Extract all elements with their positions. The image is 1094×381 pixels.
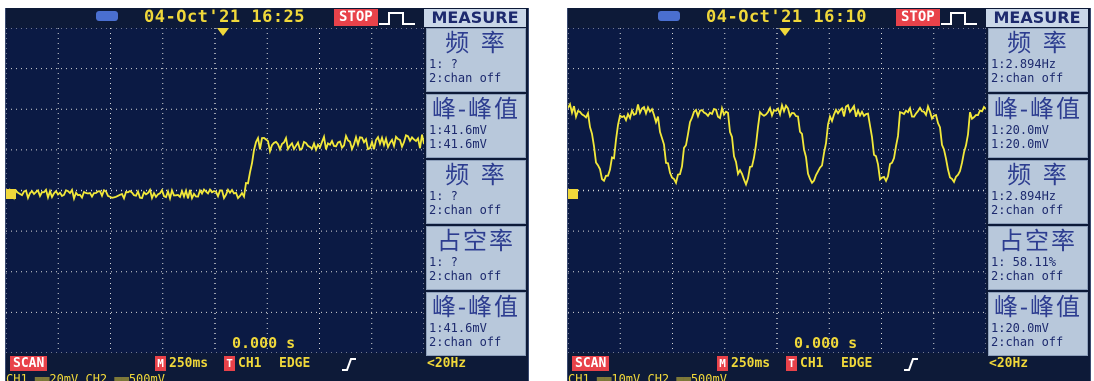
time-offset-readout: 0.000 s (794, 334, 858, 352)
panel-value: 1:20.0mV (991, 123, 1049, 137)
measure-panel-duty-cycle[interactable]: 占空率 1: 58.11% 2:chan off (988, 226, 1088, 290)
trigger-t-icon: T (786, 356, 797, 371)
waveform-screen (568, 28, 986, 353)
panel-title: 频 率 (445, 161, 507, 189)
panel-value: 1:2.894Hz (991, 57, 1057, 71)
measure-panel-peak-to-peak-1[interactable]: 峰-峰值 1:20.0mV 1:20.0mV (988, 94, 1088, 158)
trigger-pulse-icon (941, 12, 977, 25)
panel-value: 2:chan off (991, 71, 1064, 85)
panel-value: 2:chan off (991, 203, 1064, 217)
trigger-pulse-icon (379, 12, 415, 25)
panel-value: 1:2.894Hz (991, 189, 1057, 203)
channel1-ground-marker (6, 189, 16, 199)
channel-scale-readout: CH1 ══10mV CH2 ══500mV (568, 373, 727, 381)
scope-footer: SCAN M 250ms T CH1 EDGE <20Hz (568, 355, 1090, 373)
panel-value: 1:20.0mV (991, 137, 1049, 151)
panel-title: 峰-峰值 (993, 95, 1083, 123)
scope-header: 04-Oct'21 16:25 STOP MEASURE (6, 8, 528, 28)
channel-scale-readout: CH1 ══20mV CH2 ══500mV (6, 373, 165, 381)
timebase-value[interactable]: 250ms (731, 356, 771, 371)
scan-mode-badge[interactable]: SCAN (10, 356, 48, 371)
datetime: 04-Oct'21 16:10 (706, 8, 868, 27)
bandwidth-filter[interactable]: <20Hz (427, 356, 467, 371)
stop-status-badge[interactable]: STOP (896, 9, 940, 26)
trigger-position-marker (779, 28, 791, 36)
oscilloscope-left: 04-Oct'21 16:25 STOP MEASURE 频 率 1: ? 2:… (5, 8, 529, 381)
panel-value: 2:chan off (429, 203, 502, 217)
panel-title: 占空率 (999, 227, 1077, 255)
channel1-ground-marker (568, 189, 578, 199)
trigger-source[interactable]: CH1 (800, 356, 824, 371)
measure-panel-frequency-1[interactable]: 频 率 1:2.894Hz 2:chan off (988, 28, 1088, 92)
panel-value: 2:chan off (429, 335, 502, 349)
oscilloscope-right: 04-Oct'21 16:10 STOP MEASURE 频 率 1:2.894… (567, 8, 1091, 381)
panel-value: 2:chan off (429, 71, 502, 85)
panel-title: 频 率 (1007, 29, 1069, 57)
time-offset-readout: 0.000 s (232, 334, 296, 352)
scope-footer: SCAN M 250ms T CH1 EDGE <20Hz (6, 355, 528, 373)
panel-title: 占空率 (437, 227, 515, 255)
channel1-waveform-trace (6, 133, 424, 202)
panel-value: 1: ? (429, 189, 458, 203)
datetime: 04-Oct'21 16:25 (144, 8, 306, 27)
panel-value: 2:chan off (991, 335, 1064, 349)
trigger-position-marker (217, 28, 229, 36)
measure-panel-frequency-2[interactable]: 频 率 1: ? 2:chan off (426, 160, 526, 224)
graticule (568, 28, 986, 353)
trigger-type[interactable]: EDGE (841, 356, 873, 371)
channel1-waveform-trace (568, 101, 986, 187)
usb-icon (96, 11, 118, 21)
scope-header: 04-Oct'21 16:10 STOP MEASURE (568, 8, 1090, 28)
waveform-screen (6, 28, 424, 353)
panel-title: 峰-峰值 (431, 293, 521, 321)
measure-panel-peak-to-peak-2[interactable]: 峰-峰值 1:20.0mV 2:chan off (988, 292, 1088, 356)
panel-title: 频 率 (1007, 161, 1069, 189)
panel-value: 1:20.0mV (991, 321, 1049, 335)
timebase-value[interactable]: 250ms (169, 356, 209, 371)
trigger-source[interactable]: CH1 (238, 356, 262, 371)
measure-panel-peak-to-peak-1[interactable]: 峰-峰值 1:41.6mV 1:41.6mV (426, 94, 526, 158)
panel-value: 1: ? (429, 255, 458, 269)
scan-mode-badge[interactable]: SCAN (572, 356, 610, 371)
panel-value: 1:41.6mV (429, 123, 487, 137)
measure-panel-frequency-2[interactable]: 频 率 1:2.894Hz 2:chan off (988, 160, 1088, 224)
measure-menu-title[interactable]: MEASURE (424, 9, 526, 27)
measure-panel-frequency-1[interactable]: 频 率 1: ? 2:chan off (426, 28, 526, 92)
panel-title: 峰-峰值 (993, 293, 1083, 321)
panel-title: 峰-峰值 (431, 95, 521, 123)
panel-value: 2:chan off (991, 269, 1064, 283)
panel-title: 频 率 (445, 29, 507, 57)
trigger-type[interactable]: EDGE (279, 356, 311, 371)
bandwidth-filter[interactable]: <20Hz (989, 356, 1029, 371)
trigger-t-icon: T (224, 356, 235, 371)
panel-value: 1:41.6mV (429, 321, 487, 335)
stop-status-badge[interactable]: STOP (334, 9, 378, 26)
panel-value: 1: 58.11% (991, 255, 1057, 269)
usb-icon (658, 11, 680, 21)
timebase-m-icon: M (717, 356, 728, 371)
measure-menu-title[interactable]: MEASURE (986, 9, 1088, 27)
timebase-m-icon: M (155, 356, 166, 371)
graticule (6, 28, 424, 353)
measure-panel-duty-cycle[interactable]: 占空率 1: ? 2:chan off (426, 226, 526, 290)
edge-rising-icon (342, 358, 356, 371)
edge-rising-icon (904, 358, 918, 371)
measure-panel-peak-to-peak-2[interactable]: 峰-峰值 1:41.6mV 2:chan off (426, 292, 526, 356)
panel-value: 2:chan off (429, 269, 502, 283)
panel-value: 1:41.6mV (429, 137, 487, 151)
panel-value: 1: ? (429, 57, 458, 71)
